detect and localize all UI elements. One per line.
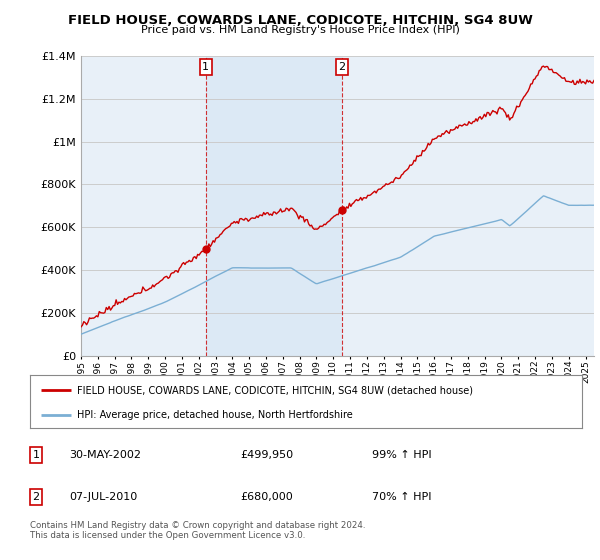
- Text: FIELD HOUSE, COWARDS LANE, CODICOTE, HITCHIN, SG4 8UW (detached house): FIELD HOUSE, COWARDS LANE, CODICOTE, HIT…: [77, 385, 473, 395]
- Text: FIELD HOUSE, COWARDS LANE, CODICOTE, HITCHIN, SG4 8UW: FIELD HOUSE, COWARDS LANE, CODICOTE, HIT…: [68, 14, 532, 27]
- Text: £499,950: £499,950: [240, 450, 293, 460]
- Text: Contains HM Land Registry data © Crown copyright and database right 2024.
This d: Contains HM Land Registry data © Crown c…: [30, 521, 365, 540]
- Text: 2: 2: [32, 492, 40, 502]
- Text: 07-JUL-2010: 07-JUL-2010: [69, 492, 137, 502]
- Text: 70% ↑ HPI: 70% ↑ HPI: [372, 492, 431, 502]
- Text: 99% ↑ HPI: 99% ↑ HPI: [372, 450, 431, 460]
- Text: Price paid vs. HM Land Registry's House Price Index (HPI): Price paid vs. HM Land Registry's House …: [140, 25, 460, 35]
- Text: 2: 2: [338, 62, 346, 72]
- Text: 1: 1: [202, 62, 209, 72]
- Text: £680,000: £680,000: [240, 492, 293, 502]
- Bar: [206, 56, 342, 356]
- Text: 1: 1: [32, 450, 40, 460]
- Text: 30-MAY-2002: 30-MAY-2002: [69, 450, 141, 460]
- Text: HPI: Average price, detached house, North Hertfordshire: HPI: Average price, detached house, Nort…: [77, 410, 353, 420]
